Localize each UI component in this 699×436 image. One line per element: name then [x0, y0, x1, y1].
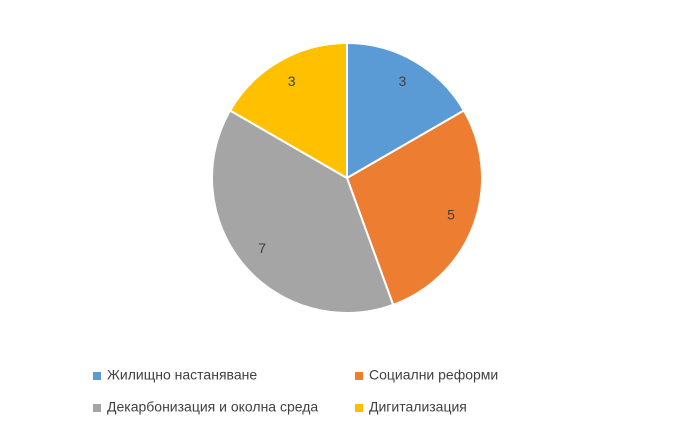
legend-marker [355, 404, 363, 412]
pie-slice [211, 109, 395, 314]
legend-marker [93, 372, 101, 380]
legend-label: Социални реформи [369, 367, 498, 383]
pie-slice [346, 41, 466, 180]
legend-label: Дигитализация [369, 399, 467, 415]
legend-label: Декарбонизация и околна среда [107, 399, 318, 415]
data-label: 3 [398, 73, 406, 89]
data-label: 3 [288, 73, 296, 89]
data-label: 5 [447, 207, 455, 223]
legend-label: Жилищно настаняване [107, 367, 257, 383]
pie-slice [345, 109, 483, 307]
legend-marker [93, 404, 101, 412]
data-label: 7 [258, 240, 266, 256]
pie-slice [228, 41, 348, 180]
legend-marker [355, 372, 363, 380]
